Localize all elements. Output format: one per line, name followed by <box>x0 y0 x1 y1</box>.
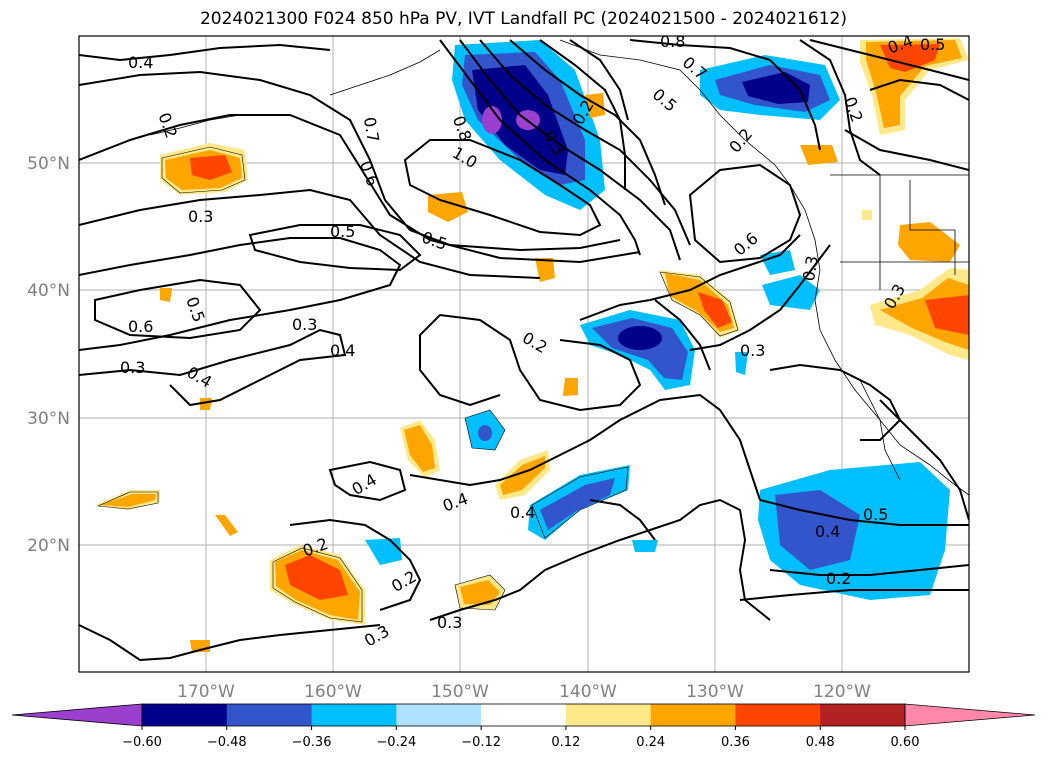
colorbar-tick-label: 0.60 <box>891 735 920 750</box>
contour-label: 0.4 <box>815 522 840 541</box>
colorbar-tick-label: −0.60 <box>122 735 162 750</box>
contour-label: 0.5 <box>330 222 355 241</box>
colorbar-bin <box>311 704 397 726</box>
colorbar-bin <box>226 704 313 726</box>
contour-label: 0.3 <box>740 341 765 360</box>
colorbar-bin <box>396 704 482 726</box>
contour-label: 0.4 <box>510 503 535 522</box>
contour-label: 0.5 <box>920 35 945 54</box>
colorbar: −0.60 −0.48 −0.36 −0.24 −0.12 0.12 0.24 0.36 0.4… <box>11 703 1036 750</box>
contour-label: 0.3 <box>292 315 317 334</box>
contour-label: 0.6 <box>128 317 153 336</box>
colorbar-tick-label: −0.36 <box>292 735 332 750</box>
colorbar-tick-label: 0.12 <box>551 735 580 750</box>
colorbar-extend-high <box>904 703 1036 727</box>
colorbar-bin <box>820 704 906 726</box>
lat-tick-label: 50°N <box>27 154 70 174</box>
lon-tick-label: 120°W <box>813 682 871 702</box>
contour-label: 0.4 <box>330 341 355 360</box>
shade-outlines <box>96 146 739 623</box>
lat-tick-label: 20°N <box>27 536 70 556</box>
latitude-labels: 50°N 40°N 30°N 20°N <box>27 154 70 556</box>
contour-label: 0.3 <box>188 207 213 226</box>
colorbar-bin <box>735 704 821 726</box>
coastlines <box>149 39 969 496</box>
lat-tick-label: 40°N <box>27 281 70 301</box>
colorbar-frame <box>141 703 906 727</box>
colorbar-tick-label: −0.12 <box>461 735 501 750</box>
colorbar-extend-low <box>11 703 143 727</box>
map-frame <box>78 35 970 673</box>
colorbar-tick-label: 0.48 <box>806 735 835 750</box>
colorbar-tick-label: −0.48 <box>207 735 247 750</box>
longitude-labels: 170°W 160°W 150°W 140°W 130°W 120°W <box>177 682 871 702</box>
colorbar-tick-label: −0.24 <box>376 735 416 750</box>
contour-label: 0.3 <box>799 254 822 282</box>
lat-tick-label: 30°N <box>27 409 70 429</box>
colorbar-bin <box>565 704 652 726</box>
colorbar-bin <box>481 704 567 726</box>
contour-label: 0.5 <box>863 505 888 524</box>
lon-tick-label: 130°W <box>686 682 744 702</box>
contour-label: 0.3 <box>120 358 145 377</box>
positive-anomaly-shading <box>95 38 969 652</box>
map-title: 2024021300 F024 850 hPa PV, IVT Landfall… <box>199 9 847 29</box>
pv-contours <box>79 39 969 662</box>
colorbar-tick-label: 0.36 <box>721 735 750 750</box>
contour-label: 0.4 <box>128 53 153 72</box>
contour-label: 0.3 <box>437 613 462 632</box>
lon-tick-label: 170°W <box>177 682 235 702</box>
contour-label: 0.2 <box>826 569 851 588</box>
contour-label: 0.8 <box>660 32 685 51</box>
contour-label: 0.7 <box>360 116 383 144</box>
colorbar-bin <box>650 704 736 726</box>
lon-tick-label: 150°W <box>431 682 489 702</box>
colorbar-tick-label: 0.24 <box>636 735 665 750</box>
lon-tick-label: 140°W <box>559 682 617 702</box>
colorbar-bin <box>142 704 228 726</box>
lon-tick-label: 160°W <box>304 682 362 702</box>
